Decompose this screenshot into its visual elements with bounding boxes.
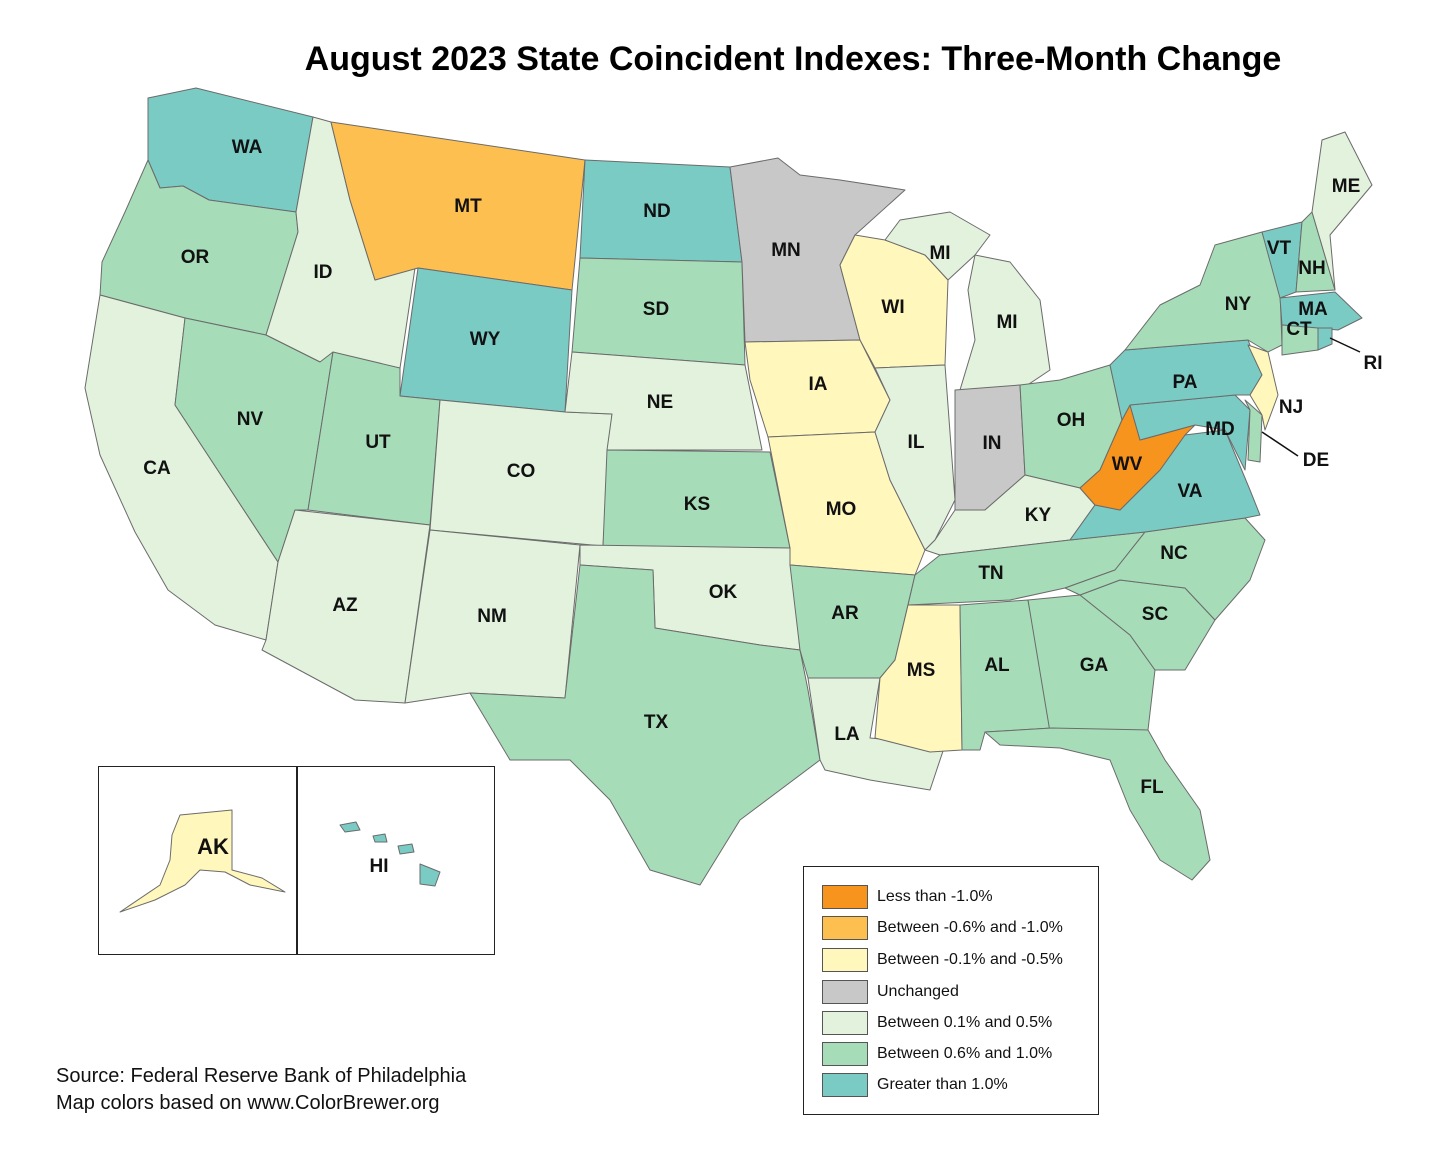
label-nj: NJ (1279, 397, 1303, 418)
label-nc: NC (1160, 543, 1188, 564)
label-hi: HI (370, 856, 389, 877)
label-oh: OH (1057, 410, 1086, 431)
label-tn: TN (978, 563, 1003, 584)
source-line: Source: Federal Reserve Bank of Philadel… (56, 1065, 467, 1087)
legend-row: Between 0.6% and 1.0% (822, 1041, 1052, 1067)
label-ma: MA (1298, 299, 1328, 320)
legend-swatch (822, 916, 868, 940)
colorbrewer-credit: Map colors based on www.ColorBrewer.org (56, 1092, 440, 1114)
label-va: VA (1178, 481, 1203, 502)
state-md[interactable] (1129, 394, 1251, 471)
label-la: LA (834, 724, 860, 745)
state-ny[interactable] (1124, 231, 1283, 353)
legend-row: Between -0.6% and -1.0% (822, 915, 1063, 941)
legend-swatch (822, 980, 868, 1004)
label-vt: VT (1267, 238, 1292, 259)
label-ct: CT (1286, 319, 1312, 340)
label-sc: SC (1142, 604, 1169, 625)
label-ut: UT (365, 432, 391, 453)
label-ny: NY (1225, 294, 1252, 315)
legend-label: Between 0.1% and 0.5% (877, 1014, 1053, 1031)
label-mi: MI (996, 312, 1017, 333)
state-la[interactable] (807, 677, 946, 791)
label-az: AZ (332, 595, 358, 616)
label-al: AL (984, 655, 1010, 676)
hawaii-inset-frame (296, 766, 495, 955)
state-nj[interactable] (1247, 344, 1279, 431)
label-ri: RI (1364, 353, 1383, 374)
state-de[interactable] (1244, 399, 1263, 463)
label-pa: PA (1173, 372, 1198, 393)
label-or: OR (181, 247, 210, 268)
label-wv: WV (1112, 454, 1143, 475)
label-ca: CA (143, 458, 171, 479)
state-mi-upper[interactable] (884, 211, 991, 281)
label-ok: OK (709, 582, 738, 603)
state-ak[interactable] (119, 809, 286, 913)
label-ms: MS (907, 660, 936, 681)
state-hi[interactable] (339, 821, 441, 887)
label-nd: ND (643, 201, 670, 222)
states-layer (84, 87, 1373, 913)
state-fl[interactable] (984, 727, 1211, 881)
label-ar: AR (831, 603, 859, 624)
label-mn: MN (771, 240, 801, 261)
legend-row: Greater than 1.0% (822, 1072, 1008, 1098)
state-az[interactable] (261, 509, 431, 704)
label-ky: KY (1025, 505, 1052, 526)
label-ks: KS (684, 494, 710, 515)
legend-label: Between -0.6% and -1.0% (877, 919, 1063, 936)
label-nv: NV (237, 409, 264, 430)
label-nh: NH (1298, 258, 1325, 279)
alaska-inset-frame (98, 766, 298, 955)
leader-de (1261, 431, 1299, 457)
legend-swatch (822, 1073, 868, 1097)
leader-ri (1329, 337, 1361, 353)
label-in: IN (983, 433, 1002, 454)
label-ne: NE (647, 392, 673, 413)
legend-row: Less than -1.0% (822, 884, 993, 910)
labels-layer: WA OR CA ID NV MT WY UT AZ CO NM ND SD N… (143, 137, 1382, 877)
legend: Less than -1.0% Between -0.6% and -1.0% … (803, 866, 1099, 1115)
state-tx[interactable] (469, 564, 821, 886)
label-me: ME (1332, 176, 1361, 197)
label-wi: WI (881, 297, 904, 318)
label-de: DE (1303, 450, 1329, 471)
label-id: ID (314, 262, 333, 283)
label-mo: MO (826, 499, 857, 520)
legend-row: Unchanged (822, 979, 959, 1005)
label-fl: FL (1140, 777, 1164, 798)
label-ia: IA (809, 374, 828, 395)
legend-label: Unchanged (877, 983, 959, 1000)
label-ak: AK (197, 834, 229, 859)
label-ga: GA (1080, 655, 1109, 676)
label-il: IL (908, 432, 925, 453)
legend-label: Less than -1.0% (877, 888, 993, 905)
label-wa: WA (232, 137, 263, 158)
label-co: CO (507, 461, 536, 482)
legend-swatch (822, 1042, 868, 1066)
label-sd: SD (643, 299, 669, 320)
label-mt: MT (454, 196, 482, 217)
legend-label: Between 0.6% and 1.0% (877, 1045, 1053, 1062)
legend-label: Greater than 1.0% (877, 1076, 1008, 1093)
leader-lines (1261, 337, 1361, 457)
legend-label: Between -0.1% and -0.5% (877, 951, 1063, 968)
label-nm: NM (477, 606, 507, 627)
legend-swatch (822, 1011, 868, 1035)
label-wy: WY (470, 329, 501, 350)
state-me[interactable] (1311, 131, 1373, 291)
state-ma[interactable] (1279, 291, 1363, 331)
legend-swatch (822, 885, 868, 909)
legend-row: Between 0.1% and 0.5% (822, 1010, 1052, 1036)
state-nc[interactable] (1064, 517, 1266, 621)
label-tx: TX (644, 712, 669, 733)
state-ri[interactable] (1317, 327, 1333, 351)
legend-swatch (822, 948, 868, 972)
label-mi-upper: MI (929, 243, 950, 264)
map-title: August 2023 State Coincident Indexes: Th… (304, 40, 1282, 78)
legend-row: Between -0.1% and -0.5% (822, 947, 1063, 973)
label-md: MD (1205, 419, 1235, 440)
